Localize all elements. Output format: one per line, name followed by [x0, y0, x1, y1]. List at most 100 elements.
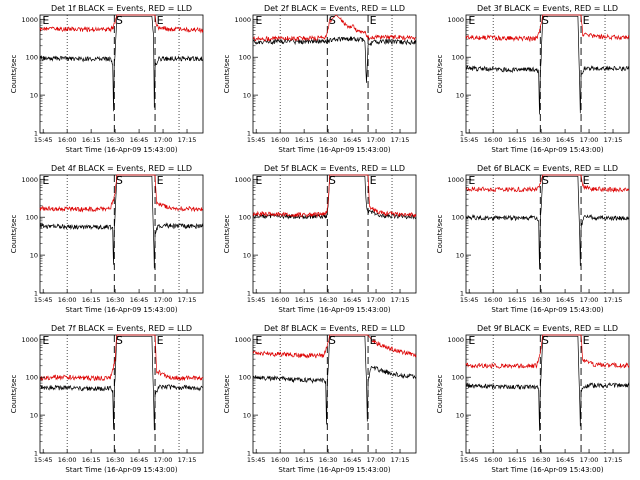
x-tick-label: 17:00 — [154, 456, 173, 464]
x-tick-label: 16:15 — [82, 456, 101, 464]
y-axis-label: Counts/sec — [436, 375, 444, 414]
x-tick-label: 17:15 — [178, 136, 197, 144]
series-lld — [252, 174, 417, 218]
y-tick-label: 100 — [452, 214, 464, 222]
x-tick-label: 17:15 — [391, 296, 410, 304]
marker-label: S — [116, 334, 123, 347]
y-axis-label: Counts/sec — [10, 55, 18, 94]
x-tick-label: 16:00 — [58, 136, 77, 144]
x-axis-label: Start Time (16-Apr-09 15:43:00) — [65, 306, 177, 314]
y-tick-label: 10 — [30, 252, 38, 260]
marker-label: E — [157, 334, 164, 347]
x-tick-label: 17:15 — [604, 456, 623, 464]
marker-label: E — [370, 14, 377, 27]
y-tick-label: 1000 — [234, 176, 251, 184]
y-tick-label: 1000 — [234, 336, 251, 344]
x-tick-label: 15:45 — [247, 456, 266, 464]
marker-label: E — [157, 174, 164, 187]
y-tick-label: 1000 — [21, 16, 38, 24]
x-tick-label: 16:45 — [556, 456, 575, 464]
y-axis-label: Counts/sec — [10, 215, 18, 254]
y-tick-label: 100 — [452, 54, 464, 62]
x-tick-label: 16:30 — [319, 296, 338, 304]
marker-label: E — [42, 14, 49, 27]
clip-cover — [39, 161, 204, 175]
y-tick-label: 1 — [34, 290, 38, 298]
x-axis-label: Start Time (16-Apr-09 15:43:00) — [278, 466, 390, 474]
x-tick-label: 17:15 — [391, 136, 410, 144]
detector-panel-7: Det 7f BLACK = Events, RED = LLDDet 7f B… — [10, 321, 204, 474]
series-lld — [252, 14, 417, 42]
x-tick-label: 16:30 — [106, 456, 125, 464]
clip-cover — [39, 321, 204, 335]
plot-frame — [465, 174, 630, 294]
x-tick-label: 16:15 — [508, 136, 527, 144]
clip-cover — [465, 321, 630, 335]
marker-label: E — [370, 174, 377, 187]
x-tick-label: 17:15 — [604, 136, 623, 144]
marker-label: E — [583, 14, 590, 27]
x-tick-label: 17:15 — [604, 296, 623, 304]
series-lld — [465, 174, 630, 193]
clip-cover — [252, 161, 417, 175]
detector-panel-4: Det 4f BLACK = Events, RED = LLDDet 4f B… — [10, 161, 204, 314]
x-tick-label: 16:30 — [106, 296, 125, 304]
y-tick-label: 100 — [26, 214, 38, 222]
y-tick-label: 10 — [243, 92, 251, 100]
x-tick-label: 16:45 — [343, 456, 362, 464]
x-tick-label: 16:30 — [532, 136, 551, 144]
x-tick-label: 15:45 — [247, 296, 266, 304]
x-tick-label: 16:00 — [271, 296, 290, 304]
x-tick-label: 16:00 — [484, 456, 503, 464]
plot-frame — [252, 14, 417, 134]
x-tick-label: 17:00 — [580, 136, 599, 144]
x-axis-label: Start Time (16-Apr-09 15:43:00) — [65, 466, 177, 474]
series-lld — [252, 334, 417, 359]
x-axis-label: Start Time (16-Apr-09 15:43:00) — [491, 146, 603, 154]
x-tick-label: 16:00 — [58, 456, 77, 464]
y-axis-label: Counts/sec — [223, 55, 231, 94]
plot-frame — [252, 174, 417, 294]
x-tick-label: 17:00 — [154, 136, 173, 144]
series-lld — [39, 174, 204, 213]
y-tick-label: 10 — [456, 92, 464, 100]
y-axis-label: Counts/sec — [436, 55, 444, 94]
series-events — [39, 335, 204, 431]
y-tick-label: 100 — [239, 54, 251, 62]
marker-label: E — [42, 334, 49, 347]
y-axis-label: Counts/sec — [223, 215, 231, 254]
series-lld — [39, 334, 204, 382]
y-tick-label: 10 — [243, 412, 251, 420]
panel-title-overlay: Det 7f BLACK = Events, RED = LLD — [51, 324, 192, 333]
x-tick-label: 17:00 — [154, 296, 173, 304]
marker-label: S — [542, 174, 549, 187]
series-lld — [465, 14, 630, 43]
x-tick-label: 15:45 — [34, 456, 53, 464]
x-tick-label: 16:15 — [508, 456, 527, 464]
x-tick-label: 16:15 — [508, 296, 527, 304]
detector-panel-6: Det 6f BLACK = Events, RED = LLDDet 6f B… — [436, 161, 630, 314]
y-tick-label: 1 — [34, 450, 38, 458]
y-tick-label: 10 — [30, 412, 38, 420]
clip-cover — [465, 1, 630, 15]
x-tick-label: 16:15 — [82, 296, 101, 304]
x-tick-label: 17:00 — [580, 296, 599, 304]
series-events — [252, 175, 417, 220]
x-tick-label: 16:00 — [484, 296, 503, 304]
plot-frame — [39, 14, 204, 134]
y-tick-label: 10 — [456, 412, 464, 420]
marker-label: E — [583, 174, 590, 187]
series-events — [39, 175, 204, 269]
x-axis-label: Start Time (16-Apr-09 15:43:00) — [491, 466, 603, 474]
y-tick-label: 1 — [460, 450, 464, 458]
x-tick-label: 16:15 — [295, 296, 314, 304]
panel-title-overlay: Det 2f BLACK = Events, RED = LLD — [264, 4, 405, 13]
x-tick-label: 15:45 — [247, 136, 266, 144]
x-tick-label: 15:45 — [460, 296, 479, 304]
x-tick-label: 16:30 — [532, 456, 551, 464]
y-tick-label: 100 — [239, 374, 251, 382]
x-tick-label: 17:15 — [391, 456, 410, 464]
x-tick-label: 16:45 — [556, 136, 575, 144]
x-tick-label: 16:45 — [556, 296, 575, 304]
series-events — [252, 36, 417, 83]
